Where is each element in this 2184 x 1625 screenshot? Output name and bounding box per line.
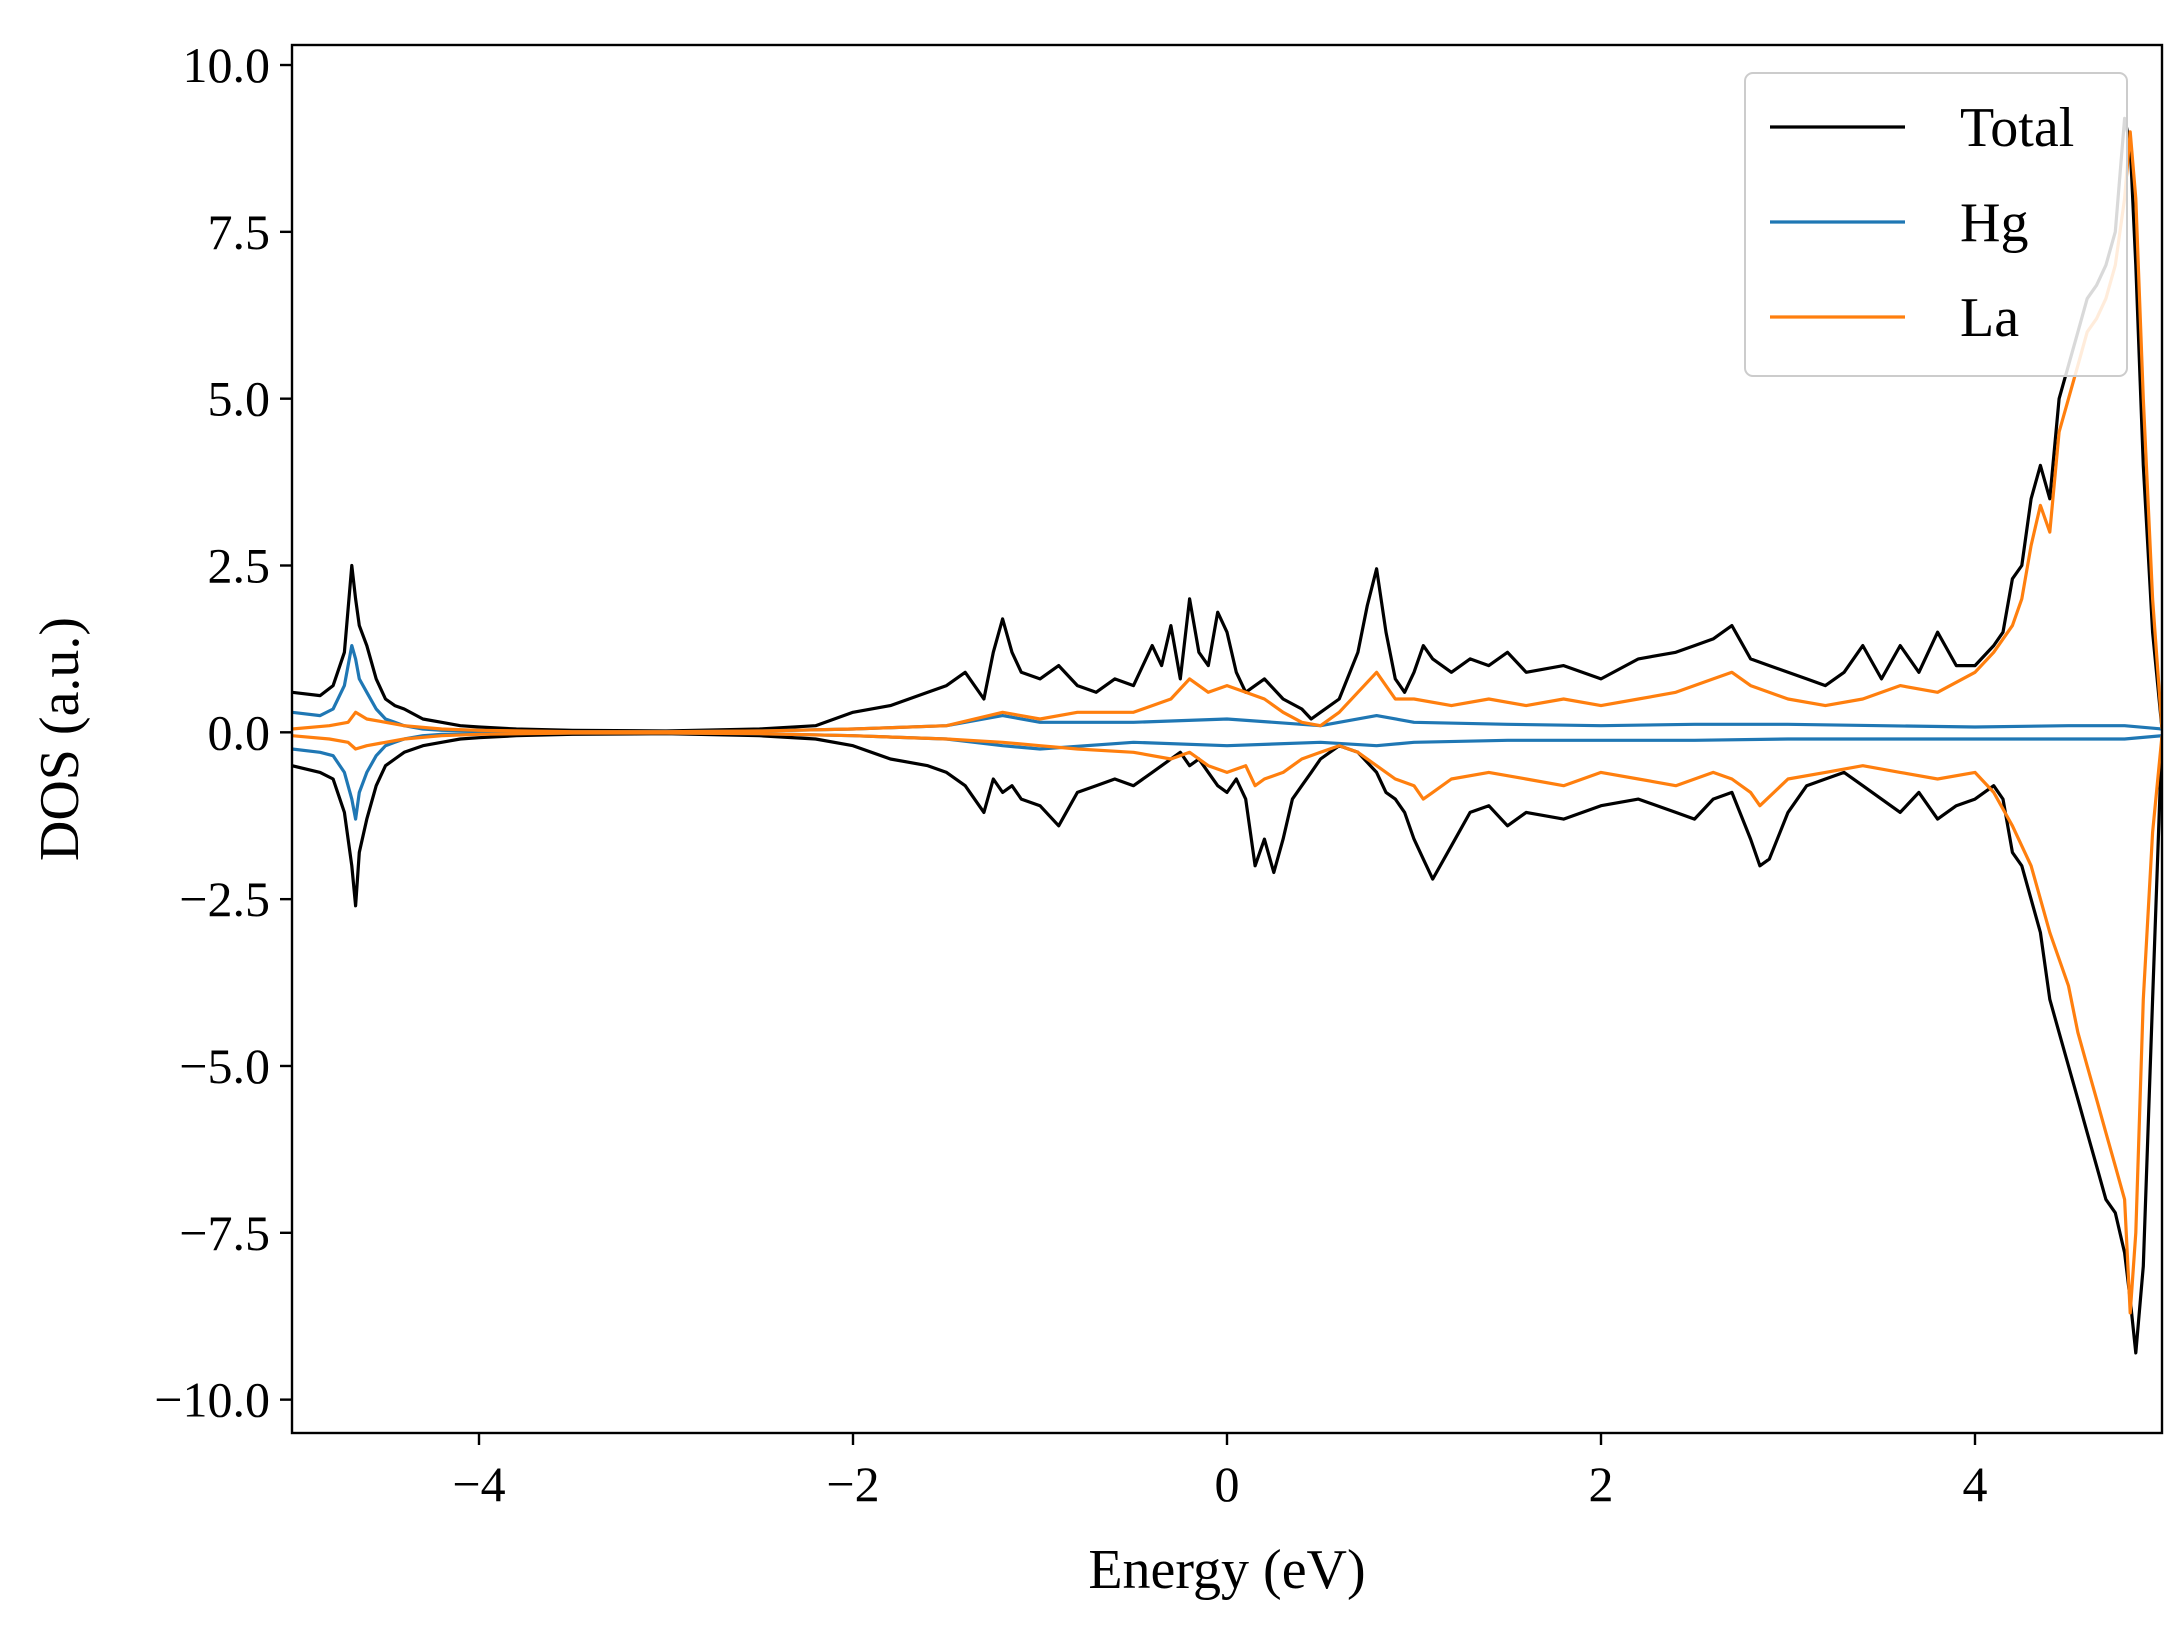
y-tick-label: 5.0: [208, 371, 271, 427]
y-tick-label: −5.0: [179, 1038, 270, 1094]
axes-layer: −4 −2 0 2 4 10.0 7.5 5.0 2.5 0.0 −2.5 −5.0 −7.5 −10.0: [154, 37, 2164, 1512]
x-tick-label: −2: [826, 1456, 879, 1512]
legend-label-total: Total: [1960, 97, 2074, 159]
series-line-la-up: [292, 130, 2162, 734]
legend: Total Hg La: [1744, 72, 2128, 377]
y-axis-label: DOS (a.u.): [29, 617, 91, 861]
y-tick-label: 7.5: [208, 204, 271, 260]
y-tick-label: 10.0: [183, 37, 271, 93]
legend-box: [1744, 72, 2128, 377]
legend-label-la: La: [1960, 287, 2019, 349]
y-tick-label: 2.5: [208, 538, 271, 594]
x-tick-label: 4: [1963, 1456, 1988, 1512]
x-axis-label: Energy (eV): [1088, 1539, 1365, 1601]
series-line-la-down: [292, 731, 2162, 1315]
x-tick-label: −4: [452, 1456, 505, 1512]
legend-label-hg: Hg: [1960, 192, 2028, 254]
y-tick-label: −10.0: [154, 1372, 270, 1428]
y-tick-label: −2.5: [179, 871, 270, 927]
y-tick-label: 0.0: [208, 704, 271, 760]
x-tick-label: 2: [1589, 1456, 1614, 1512]
x-tick-label: 0: [1215, 1456, 1240, 1512]
series-layer: [292, 116, 2162, 1355]
y-tick-label: −7.5: [179, 1205, 270, 1261]
